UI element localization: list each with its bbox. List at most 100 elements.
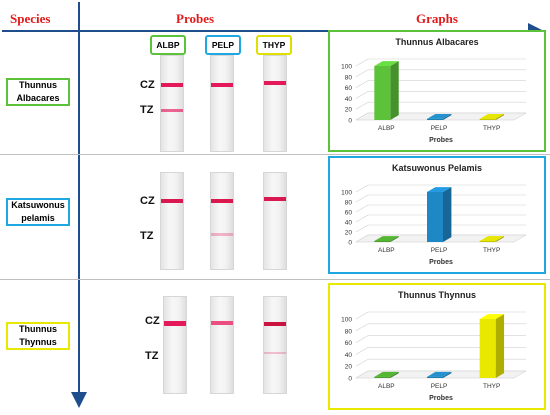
gridline: [355, 91, 369, 99]
gridline: [355, 224, 369, 233]
x-tick-label: PELP: [431, 125, 448, 132]
y-tick-label: 0: [348, 118, 352, 125]
test-band: [161, 109, 183, 112]
y-tick-label: 0: [348, 376, 352, 383]
graph-box-thynnus: Thunnus Thynnus 0 20 40 60 80 100 ALBP PELP THYP…: [328, 283, 546, 410]
y-tick-label: 60: [345, 210, 353, 217]
bar-chart-pelamis: 0 20 40 60 80 100 ALBP PELP THYP Probes: [341, 184, 527, 266]
zone-label-cz: CZ: [140, 195, 155, 207]
y-tick-label: 80: [345, 200, 353, 207]
x-tick-label: THYP: [483, 125, 500, 132]
test-strip-thyp-pelamis: [263, 172, 287, 270]
control-band: [264, 81, 286, 85]
gridline: [355, 358, 369, 367]
bar-chart-albacares: 0 20 40 60 80 100 ALBP PELP THYP Probes: [341, 58, 527, 144]
zone-label-tz: TZ: [140, 104, 154, 116]
bar-albp: [374, 61, 399, 120]
control-band: [161, 199, 183, 203]
y-tick-label: 60: [345, 85, 353, 92]
probe-label-albp: ALBP: [150, 35, 186, 55]
chart-title: Katsuwonus Pelamis: [391, 163, 483, 173]
y-tick-label: 100: [341, 64, 352, 71]
y-tick-label: 40: [345, 220, 353, 227]
chart-title: Thunnus Albacares: [395, 37, 479, 47]
control-band: [211, 199, 233, 203]
y-tick-label: 100: [341, 190, 352, 197]
bar-pelp: [427, 187, 452, 242]
gridline: [355, 184, 369, 193]
graph-box-pelamis: Katsuwonus Pelamis 0 20 40 60 80 100 ALBP PELP T…: [328, 156, 546, 274]
graphs-header: Graphs: [416, 11, 458, 26]
zone-label-cz: CZ: [145, 315, 160, 327]
control-band: [211, 321, 233, 325]
x-tick-label: PELP: [431, 247, 448, 254]
probe-label-thyp: THYP: [256, 35, 292, 55]
test-strip-albp-thynnus: [163, 296, 187, 394]
control-band: [164, 321, 186, 326]
x-tick-label: ALBP: [378, 383, 395, 390]
species-box-thunnus-albacares: Thunnus Albacares: [6, 78, 70, 106]
x-tick-label: THYP: [483, 383, 500, 390]
gridline: [355, 69, 369, 78]
gridline: [355, 80, 369, 88]
control-band: [211, 83, 233, 87]
y-tick-label: 80: [345, 74, 353, 81]
probe-label-pelp: PELP: [205, 35, 241, 55]
species-box-thunnus-thynnus: Thunnus Thynnus: [6, 322, 70, 350]
gridline: [355, 214, 369, 223]
test-strip-pelp-thynnus: [210, 296, 234, 394]
gridline: [355, 311, 369, 320]
y-tick-label: 40: [345, 96, 353, 103]
x-tick-label: THYP: [483, 247, 500, 254]
species-header: Species: [10, 11, 51, 26]
gridline: [355, 194, 369, 203]
y-tick-label: 0: [348, 240, 352, 247]
gridline: [355, 204, 369, 213]
test-strip-albp-albacares: [160, 55, 184, 152]
zone-label-tz: TZ: [145, 350, 159, 362]
bar-albp: [374, 371, 399, 378]
bar-pelp: [427, 371, 452, 378]
x-tick-label: ALBP: [378, 247, 395, 254]
test-strip-thyp-albacares: [263, 55, 287, 152]
gridline: [355, 335, 369, 343]
test-band: [211, 233, 233, 236]
bar-thyp: [479, 236, 505, 242]
x-axis-label: Probes: [429, 395, 453, 402]
gridline: [355, 58, 369, 67]
y-tick-label: 60: [345, 340, 353, 347]
test-strip-thyp-thynnus: [263, 296, 287, 394]
bar-chart-thynnus: 0 20 40 60 80 100 ALBP PELP THYP Probes: [341, 311, 527, 402]
x-tick-label: ALBP: [378, 125, 395, 132]
test-strip-albp-pelamis: [160, 172, 184, 270]
test-band: [264, 352, 286, 354]
control-band: [264, 322, 286, 326]
y-tick-label: 80: [345, 328, 353, 335]
gridline: [355, 323, 369, 332]
bar-albp: [374, 236, 399, 242]
zone-label-cz: CZ: [140, 79, 155, 91]
bar-pelp: [427, 114, 452, 120]
control-band: [264, 197, 286, 201]
y-tick-label: 20: [345, 364, 353, 371]
x-tick-label: PELP: [431, 383, 448, 390]
x-axis-label: Probes: [429, 259, 453, 266]
bar-thyp: [479, 314, 505, 378]
control-band: [161, 83, 183, 87]
species-box-katsuwonus-pelamis: Katsuwonus pelamis: [6, 198, 70, 226]
chart-title: Thunnus Thynnus: [398, 290, 476, 300]
x-axis-label: Probes: [429, 137, 453, 144]
bar-thyp: [479, 114, 505, 120]
y-tick-label: 40: [345, 352, 353, 359]
graph-box-albacares: Thunnus Albacares 0 20 40 60 80 100 ALBP PELP TH…: [328, 30, 546, 152]
y-tick-label: 20: [345, 107, 353, 114]
row-separator: [0, 154, 550, 155]
y-tick-label: 100: [341, 317, 352, 324]
zone-label-tz: TZ: [140, 230, 154, 242]
gridline: [355, 101, 369, 110]
gridline: [355, 347, 369, 355]
y-tick-label: 20: [345, 230, 353, 237]
probes-header: Probes: [176, 11, 215, 26]
test-strip-pelp-pelamis: [210, 172, 234, 270]
row-separator: [0, 279, 550, 280]
